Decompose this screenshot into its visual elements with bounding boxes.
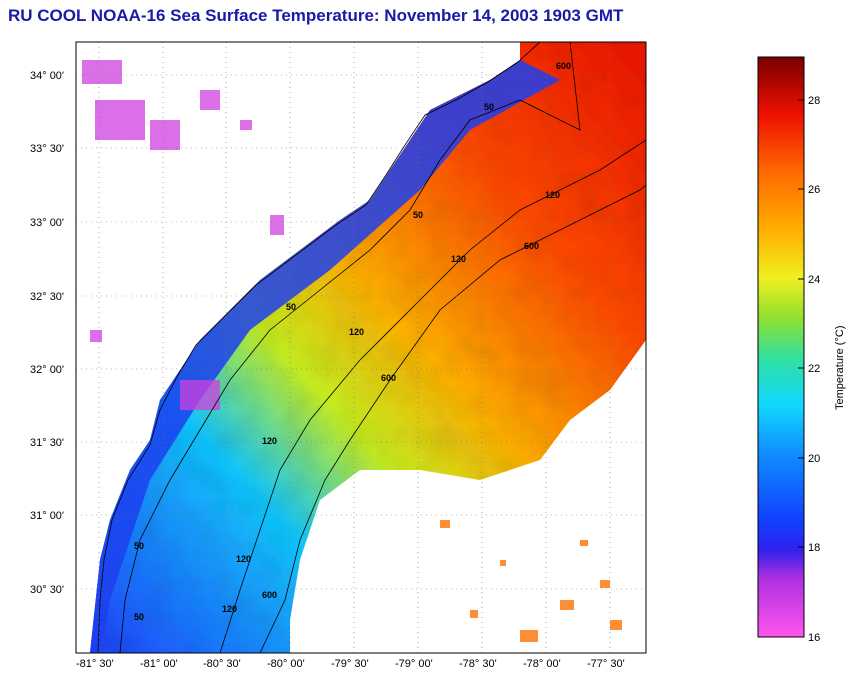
isobath-120 <box>219 139 646 653</box>
lat-label: 31° 00' <box>30 510 64 522</box>
lat-label: 31° 30' <box>30 437 64 449</box>
colorbar-tick-label: 22 <box>808 363 820 375</box>
lon-label: -77° 30' <box>587 658 625 670</box>
isobath-labels: 50 50 50 50 50 120 120 120 120 120 120 6… <box>134 61 571 622</box>
lat-label: 33° 30' <box>30 143 64 155</box>
cloud-gap-pixels <box>440 520 622 642</box>
isobath-label: 600 <box>381 373 396 383</box>
lon-labels: -81° 30' -81° 00' -80° 30' -80° 00' -79°… <box>76 658 625 670</box>
lon-label: -78° 30' <box>459 658 497 670</box>
isobath-50 <box>119 42 581 653</box>
lat-label: 30° 30' <box>30 584 64 596</box>
colorbar: 28 26 24 22 20 18 16 Temperature (°C) <box>757 56 846 644</box>
isobath-label: 120 <box>349 327 364 337</box>
lat-labels: 34° 00' 33° 30' 33° 00' 32° 30' 32° 00' … <box>30 70 64 596</box>
lon-label: -79° 30' <box>331 658 369 670</box>
isobath-label: 600 <box>262 590 277 600</box>
coastline <box>97 42 541 653</box>
sst-map: 50 50 50 50 50 120 120 120 120 120 120 6… <box>76 42 646 653</box>
colorbar-tick-label: 24 <box>808 274 820 286</box>
lon-label: -80° 00' <box>267 658 305 670</box>
isobath-label: 50 <box>134 612 144 622</box>
lon-label: -80° 30' <box>203 658 241 670</box>
lat-label: 34° 00' <box>30 70 64 82</box>
colorbar-ticks <box>798 99 804 638</box>
cold-cloud-pixels <box>82 60 284 410</box>
lon-label: -81° 00' <box>140 658 178 670</box>
isobath-label: 600 <box>524 241 539 251</box>
isobath-label: 50 <box>484 102 494 112</box>
isobath-label: 120 <box>545 190 560 200</box>
isobath-label: 50 <box>286 302 296 312</box>
lat-label: 32° 00' <box>30 364 64 376</box>
isobath-label: 50 <box>134 541 144 551</box>
colorbar-tick-label: 20 <box>808 453 820 465</box>
lon-label: -81° 30' <box>76 658 114 670</box>
colorbar-tick-label: 16 <box>808 632 820 644</box>
isobath-label: 600 <box>556 61 571 71</box>
cloud-gap <box>290 340 646 653</box>
map-title: RU COOL NOAA-16 Sea Surface Temperature:… <box>8 6 624 25</box>
map-frame <box>75 41 647 654</box>
isobath-label: 50 <box>413 210 423 220</box>
graticule <box>76 42 646 653</box>
colorbar-axis-label: Temperature (°C) <box>834 326 846 410</box>
colorbar-tick-label: 28 <box>808 95 820 107</box>
colorbar-gradient <box>757 56 805 638</box>
lat-label: 32° 30' <box>30 291 64 303</box>
isobath-label: 120 <box>236 554 251 564</box>
colorbar-tick-label: 26 <box>808 184 820 196</box>
lon-label: -79° 00' <box>395 658 433 670</box>
lat-label: 33° 00' <box>30 217 64 229</box>
isobath-600 <box>259 184 646 653</box>
lon-label: -78° 00' <box>523 658 561 670</box>
isobaths <box>119 42 646 653</box>
isobath-label: 120 <box>222 604 237 614</box>
isobath-label: 120 <box>262 436 277 446</box>
isobath-label: 120 <box>451 254 466 264</box>
colorbar-tick-label: 18 <box>808 542 820 554</box>
